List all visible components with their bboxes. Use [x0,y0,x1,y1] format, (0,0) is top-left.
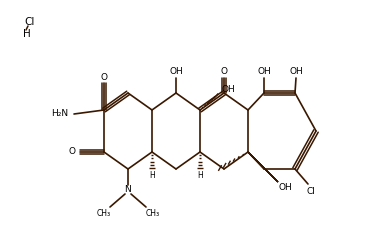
Text: H: H [197,171,203,179]
Text: CH₃: CH₃ [97,208,111,217]
Text: CH₃: CH₃ [146,208,160,217]
Text: Cl: Cl [307,186,315,196]
Text: OH: OH [169,67,183,76]
Text: H₂N: H₂N [51,110,68,118]
Text: H: H [23,29,31,39]
Text: OH: OH [257,67,271,76]
Text: O: O [221,68,228,77]
Text: O: O [68,147,76,156]
Text: OH: OH [289,67,303,76]
Text: O: O [100,73,108,81]
Text: OH: OH [222,85,236,94]
Text: OH: OH [278,183,292,193]
Text: N: N [125,185,131,195]
Text: Cl: Cl [25,17,35,27]
Polygon shape [248,152,278,182]
Text: H: H [149,171,155,179]
